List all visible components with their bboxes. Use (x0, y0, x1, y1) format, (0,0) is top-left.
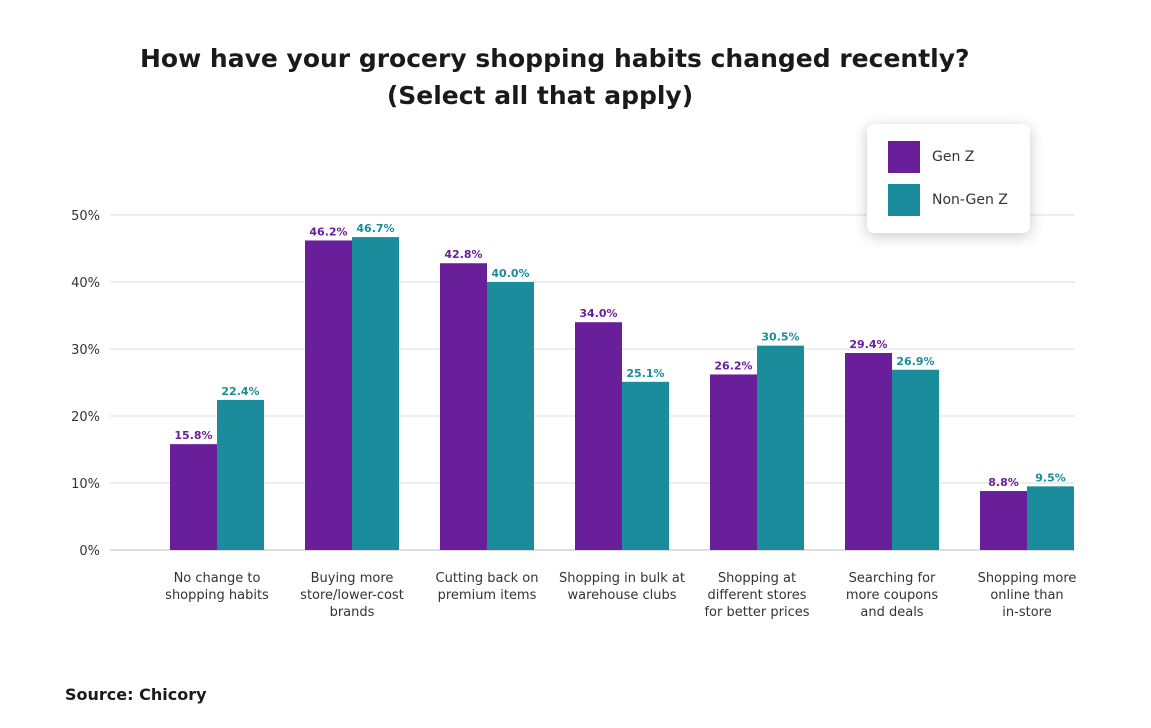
source-note: Source: Chicory (65, 685, 207, 704)
bar-non-gen-z (622, 381, 669, 550)
data-label-non-gen-z: 30.5% (761, 331, 799, 344)
x-tick-label-line: shopping habits (165, 588, 269, 603)
x-tick-label-line: store/lower-cost (300, 588, 404, 603)
y-tick-label: 10% (71, 477, 100, 492)
data-label-gen-z: 26.2% (714, 359, 752, 372)
chart-title-line-1: How have your grocery shopping habits ch… (140, 44, 970, 73)
x-tick-label-line: for better prices (704, 605, 809, 620)
bar-gen-z (305, 240, 352, 550)
x-tick-label-line: warehouse clubs (567, 588, 676, 603)
data-label-gen-z: 8.8% (988, 476, 1019, 489)
bar-gen-z (440, 263, 487, 550)
legend: Gen Z Non-Gen Z (867, 124, 1030, 233)
bar-non-gen-z (892, 369, 939, 550)
x-tick-label: No change to shopping habits (165, 571, 269, 603)
bar-gen-z (845, 353, 892, 550)
x-tick-label-line: No change to (174, 571, 261, 586)
data-label-gen-z: 34.0% (579, 307, 617, 320)
x-tick-label: Cutting back on premium items (436, 571, 539, 603)
bar-gen-z (575, 322, 622, 550)
bar-non-gen-z (757, 345, 804, 550)
chart-title: How have your grocery shopping habits ch… (140, 40, 970, 114)
x-tick-label: Buying more store/lower-cost brands (300, 571, 404, 620)
x-tick-label-line: brands (330, 605, 375, 620)
data-label-gen-z: 46.2% (309, 225, 347, 238)
data-label-non-gen-z: 46.7% (356, 222, 394, 235)
y-tick-label: 40% (71, 276, 100, 291)
y-tick-label: 50% (71, 209, 100, 224)
x-tick-label-line: online than (990, 588, 1063, 603)
y-tick-label: 0% (79, 544, 100, 559)
bar-gen-z (980, 491, 1027, 550)
data-label-gen-z: 29.4% (849, 338, 887, 351)
data-label-gen-z: 15.8% (174, 429, 212, 442)
data-label-non-gen-z: 9.5% (1035, 471, 1066, 484)
x-tick-label-line: Searching for (849, 571, 936, 586)
legend-item-gen-z: Gen Z (888, 140, 974, 174)
legend-item-non-gen-z: Non-Gen Z (888, 183, 1008, 217)
data-label-gen-z: 42.8% (444, 248, 482, 261)
x-tick-label: Shopping in bulk at warehouse clubs (559, 571, 685, 603)
x-tick-label-line: in-store (1002, 605, 1051, 620)
x-tick-label-line: Shopping in bulk at (559, 571, 685, 586)
legend-swatch-gen-z (888, 141, 920, 173)
data-label-non-gen-z: 25.1% (626, 367, 664, 380)
bar-non-gen-z (1027, 486, 1074, 550)
bar-non-gen-z (352, 237, 399, 551)
bar-non-gen-z (217, 399, 264, 550)
y-tick-label: 20% (71, 410, 100, 425)
x-tick-label-line: more coupons (846, 588, 939, 603)
y-tick-label: 30% (71, 343, 100, 358)
legend-label-gen-z: Gen Z (932, 149, 975, 165)
x-tick-label-line: and deals (860, 605, 923, 620)
x-tick-label-line: premium items (438, 588, 537, 603)
x-tick-label: Shopping at different stores for better pr… (704, 571, 809, 620)
bar-non-gen-z (487, 282, 534, 550)
data-label-non-gen-z: 22.4% (221, 385, 259, 398)
bar-gen-z (170, 444, 217, 550)
x-tick-label: Searching for more coupons and deals (846, 571, 939, 620)
x-tick-label-line: Cutting back on (436, 571, 539, 586)
x-tick-label-line: Shopping at (718, 571, 796, 586)
x-tick-label-line: Shopping more (978, 571, 1077, 586)
x-tick-label: Shopping more online than in-store (978, 571, 1077, 620)
x-tick-label-line: Buying more (311, 571, 394, 586)
legend-label-non-gen-z: Non-Gen Z (932, 192, 1008, 208)
data-label-non-gen-z: 26.9% (896, 355, 934, 368)
chart-title-line-2: (Select all that apply) (386, 81, 694, 110)
legend-swatch-non-gen-z (888, 184, 920, 216)
bar-gen-z (710, 374, 757, 550)
x-tick-label-line: different stores (708, 588, 807, 603)
data-label-non-gen-z: 40.0% (491, 267, 529, 280)
